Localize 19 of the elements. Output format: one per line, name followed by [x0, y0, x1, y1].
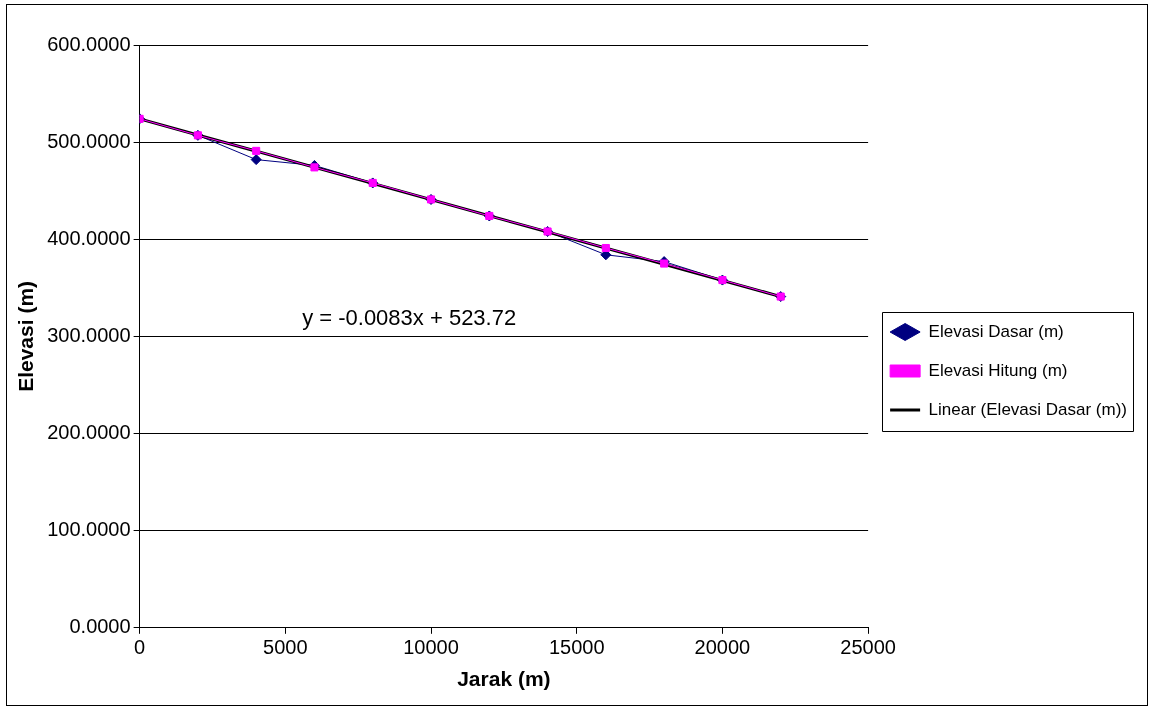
x-tick-label: 5000 — [263, 636, 308, 659]
x-axis-title: Jarak (m) — [457, 667, 551, 691]
y-tick-label: 500.0000 — [47, 129, 131, 152]
y-tick-label: 400.0000 — [47, 226, 131, 249]
y-axis-title: Elevasi (m) — [14, 280, 38, 392]
x-tick-label: 25000 — [840, 636, 896, 659]
y-tick-label: 600.0000 — [47, 32, 131, 55]
x-tick-label: 20000 — [694, 636, 751, 659]
legend-label: Linear (Elevasi Dasar (m)) — [928, 399, 1128, 419]
legend-label: Elevasi Hitung (m) — [928, 360, 1068, 380]
legend-label: Elevasi Dasar (m) — [928, 321, 1064, 341]
y-tick-label: 0.0000 — [69, 615, 131, 638]
x-tick-label: 15000 — [548, 636, 605, 659]
x-tick-label: 0 — [134, 636, 146, 659]
x-tick-label: 10000 — [403, 636, 459, 659]
y-tick-label: 200.0000 — [47, 421, 131, 444]
y-tick-label: 100.0000 — [47, 518, 131, 541]
annotation: y = -0.0083x + 523.72 — [302, 304, 517, 330]
y-tick-label: 300.0000 — [47, 323, 131, 346]
